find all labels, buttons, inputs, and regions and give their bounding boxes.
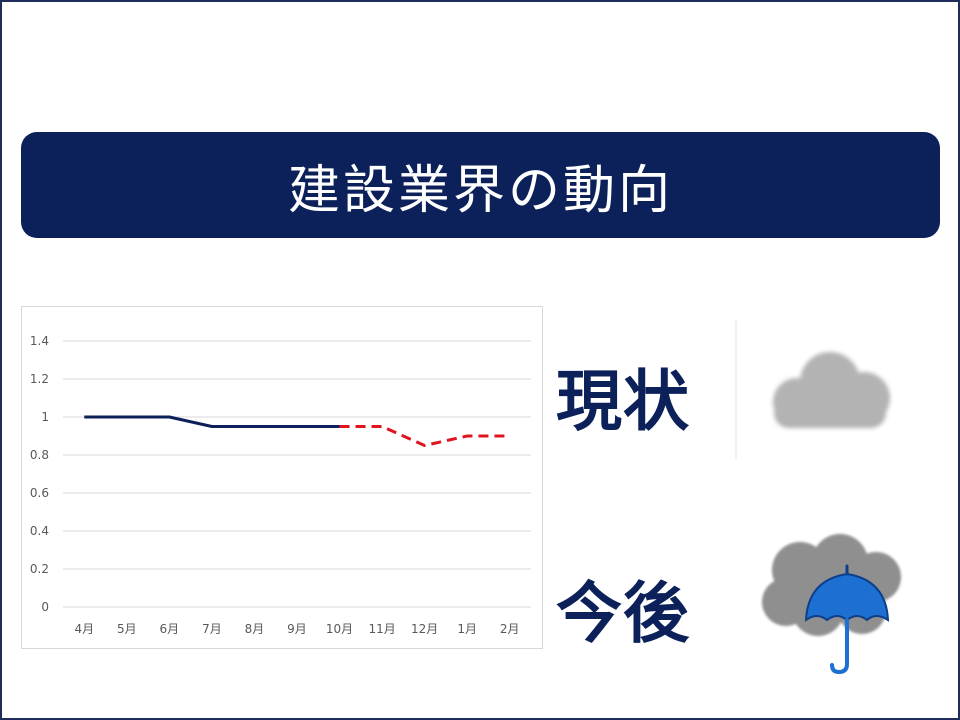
cloud-icon bbox=[773, 352, 890, 428]
current-status-label: 現状 bbox=[556, 363, 690, 440]
line-chart: 0 0.2 0.4 0.6 0.8 1 1.2 1.4 4月 5月 6月 7月 8月 9月 10月 11月 12… bbox=[21, 306, 543, 649]
page-title: 建設業界の動向 bbox=[287, 160, 673, 221]
umbrella bbox=[804, 564, 890, 675]
x-tick-label: 12月 bbox=[411, 622, 438, 636]
future-status-label: 今後 bbox=[556, 575, 690, 652]
title-banner: 建設業界の動向 bbox=[21, 132, 940, 238]
x-tick-label: 4月 bbox=[74, 622, 94, 636]
x-tick-label: 1月 bbox=[457, 622, 477, 636]
actual-series-line bbox=[84, 415, 340, 428]
y-tick-label: 1.4 bbox=[30, 334, 49, 348]
y-tick-label: 0.8 bbox=[30, 448, 49, 462]
x-tick-label: 8月 bbox=[245, 622, 265, 636]
chart-canvas: 0 0.2 0.4 0.6 0.8 1 1.2 1.4 4月 5月 6月 7月 8月 9月 10月 11月 12… bbox=[30, 334, 531, 636]
x-tick-label: 5月 bbox=[117, 622, 137, 636]
x-tick-label: 9月 bbox=[287, 622, 307, 636]
y-tick-label: 0 bbox=[41, 600, 49, 614]
x-tick-label: 10月 bbox=[326, 622, 353, 636]
y-tick-label: 0.2 bbox=[30, 562, 49, 576]
x-tick-label: 11月 bbox=[368, 622, 395, 636]
y-tick-label: 0.4 bbox=[30, 524, 49, 538]
x-tick-label: 6月 bbox=[160, 622, 180, 636]
forecast-series-line bbox=[339, 425, 510, 447]
y-tick-label: 1 bbox=[41, 410, 49, 424]
y-tick-label: 0.6 bbox=[30, 486, 49, 500]
x-tick-label: 2月 bbox=[500, 622, 520, 636]
rain-umbrella-icon bbox=[762, 534, 901, 675]
x-tick-label: 7月 bbox=[202, 622, 222, 636]
divider bbox=[735, 320, 737, 460]
y-tick-label: 1.2 bbox=[30, 372, 49, 386]
